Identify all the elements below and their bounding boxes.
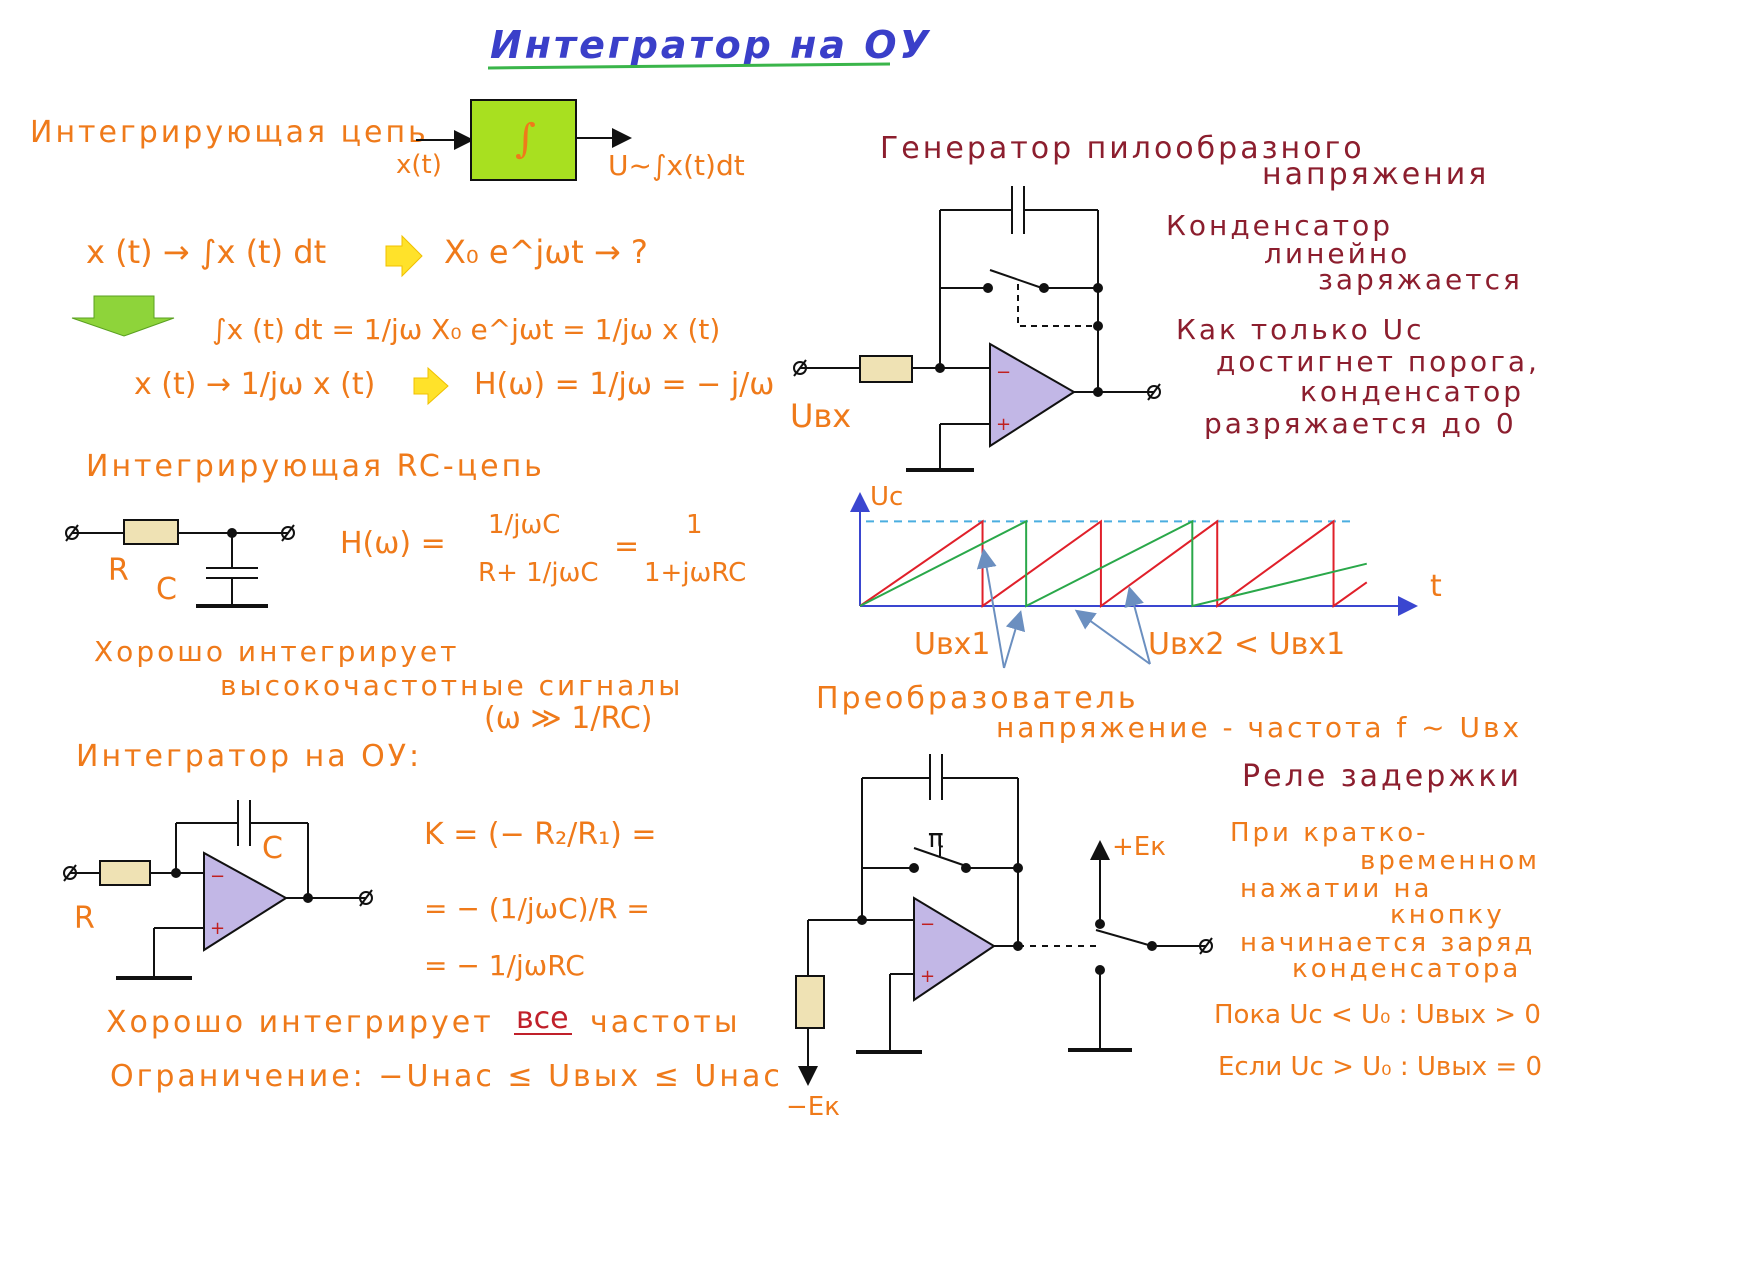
saw-title-2: напряжения bbox=[1262, 157, 1490, 192]
h-rc-numerator-2: 1 bbox=[686, 510, 703, 540]
chart-pointers bbox=[976, 548, 1151, 669]
cap-note-3: заряжается bbox=[1318, 263, 1523, 296]
plus-ek-label: +Eк bbox=[1112, 832, 1166, 862]
equation-3: x (t) → 1/jω x (t) bbox=[134, 367, 376, 402]
relay-3: нажатии на bbox=[1240, 874, 1433, 904]
relay-6: конденсатора bbox=[1292, 954, 1522, 984]
rc-r-label: R bbox=[108, 553, 129, 588]
opamp-minus: − bbox=[210, 866, 225, 887]
saw-title-1: Генератор пилообразного bbox=[880, 131, 1365, 166]
equation-1: x (t) → ∫x (t) dt bbox=[86, 233, 327, 271]
delay-relay-circuit bbox=[795, 754, 1213, 1086]
page-title: Интегратор на ОУ bbox=[490, 23, 932, 67]
rc-c-label: C bbox=[156, 572, 177, 607]
series-uin1-line bbox=[859, 519, 1368, 608]
saw-opamp-plus: + bbox=[996, 414, 1011, 435]
threshold-3: конденсатор bbox=[1300, 375, 1525, 408]
integrator-block bbox=[416, 99, 632, 181]
threshold-1: Как только Uc bbox=[1176, 313, 1425, 346]
good-integrates-1: Хорошо интегрирует bbox=[94, 635, 460, 668]
k-formula-2: = − (1/jωC)/R = bbox=[424, 892, 650, 925]
rc-circuit bbox=[65, 519, 295, 608]
opamp-integrator-circuit bbox=[63, 800, 373, 980]
relay-if: Если Uc > U₀ : Uвых = 0 bbox=[1218, 1052, 1543, 1082]
opamp-r-label: R bbox=[74, 901, 95, 936]
h-rc-denominator: R+ 1/jωC bbox=[478, 558, 599, 588]
good-integrates-3: (ω ≫ 1/RC) bbox=[484, 701, 653, 736]
all-freq-2: частоты bbox=[590, 1005, 741, 1040]
limit-text: Ограничение: −Uнас ≤ Uвых ≤ Uнас bbox=[110, 1059, 783, 1094]
relay-1: При кратко- bbox=[1230, 818, 1429, 848]
relay-5: начинается заряд bbox=[1240, 928, 1536, 958]
converter-1: Преобразователь bbox=[816, 681, 1139, 716]
yellow-arrow-2 bbox=[413, 366, 449, 406]
integrating-chain-label: Интегрирующая цепь bbox=[30, 115, 429, 150]
equation-2: ∫x (t) dt = 1/jω X₀ e^jωt = 1/jω x (t) bbox=[212, 313, 721, 346]
integral-icon: ∫ bbox=[515, 116, 536, 162]
threshold-2: достигнет порога, bbox=[1216, 345, 1540, 378]
converter-2: напряжение - частота f ~ Uвх bbox=[996, 711, 1523, 744]
chart-x-label: t bbox=[1430, 569, 1442, 604]
minus-ek-label: −Eк bbox=[786, 1092, 840, 1122]
k-formula-1: K = (− R₂/R₁) = bbox=[424, 817, 657, 852]
equation-1-rhs: X₀ e^jωt → ? bbox=[444, 233, 648, 271]
all-freq-1: Хорошо интегрирует bbox=[106, 1005, 494, 1040]
k-formula-3: = − 1/jωRC bbox=[424, 949, 585, 982]
chart-uin2-label: Uвх2 < Uвх1 bbox=[1148, 627, 1346, 662]
chart-uin1-label: Uвх1 bbox=[914, 627, 991, 662]
h-rc-numerator: 1/jωC bbox=[488, 510, 561, 540]
opamp-plus: + bbox=[210, 918, 225, 939]
saw-uin-label: Uвх bbox=[790, 397, 852, 435]
series-uin2-line bbox=[859, 519, 1368, 608]
rc-chain-title: Интегрирующая RC-цепь bbox=[86, 449, 545, 484]
good-integrates-2: высокочастотные сигналы bbox=[220, 669, 684, 702]
opamp-c-label: C bbox=[262, 831, 283, 866]
chart-y-label: Uc bbox=[870, 482, 904, 512]
relay-while: Пока Uc < U₀ : Uвых > 0 bbox=[1214, 1000, 1541, 1030]
cap-note-1: Конденсатор bbox=[1166, 209, 1393, 242]
relay-title: Реле задержки bbox=[1242, 759, 1522, 794]
relay-4: кнопку bbox=[1390, 900, 1505, 930]
h-rc-equals: = bbox=[614, 529, 640, 564]
relay-2: временном bbox=[1360, 846, 1540, 876]
yellow-arrow-1 bbox=[385, 234, 423, 278]
block-output-label: U~∫x(t)dt bbox=[608, 149, 745, 182]
saw-opamp-minus: − bbox=[996, 362, 1011, 383]
block-input-label: x(t) bbox=[396, 150, 442, 180]
relay-opamp-minus: − bbox=[920, 914, 935, 935]
cap-note-2: линейно bbox=[1264, 237, 1411, 270]
green-down-arrow bbox=[71, 295, 175, 337]
chart-axes bbox=[850, 492, 1418, 616]
all-freq-word: все bbox=[516, 1001, 569, 1036]
saw-generator-circuit bbox=[793, 186, 1161, 472]
relay-opamp-plus: + bbox=[920, 966, 935, 987]
h-rc-lhs: H(ω) = bbox=[340, 526, 446, 561]
threshold-4: разряжается до 0 bbox=[1204, 407, 1517, 440]
h-rc-denominator-2: 1+jωRC bbox=[644, 558, 747, 588]
opamp-integrator-title: Интегратор на ОУ: bbox=[76, 739, 423, 774]
equation-3-rhs: H(ω) = 1/jω = − j/ω bbox=[474, 367, 775, 402]
